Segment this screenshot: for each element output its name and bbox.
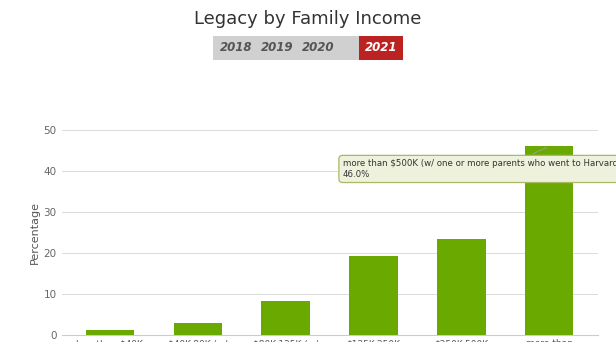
Bar xyxy=(86,330,134,335)
Bar xyxy=(349,256,398,335)
Bar xyxy=(174,323,222,335)
Text: 2018: 2018 xyxy=(220,41,252,54)
Text: Legacy by Family Income: Legacy by Family Income xyxy=(194,10,422,28)
Text: 2021: 2021 xyxy=(365,41,397,54)
Bar xyxy=(525,146,573,335)
Text: more than $500K (w/ one or more parents who went to Harvard College)
46.0%: more than $500K (w/ one or more parents … xyxy=(342,147,616,179)
Bar xyxy=(437,239,485,335)
Text: 2020: 2020 xyxy=(302,41,334,54)
Text: 2019: 2019 xyxy=(261,41,293,54)
Bar xyxy=(261,301,310,335)
Y-axis label: Percentage: Percentage xyxy=(30,201,39,264)
